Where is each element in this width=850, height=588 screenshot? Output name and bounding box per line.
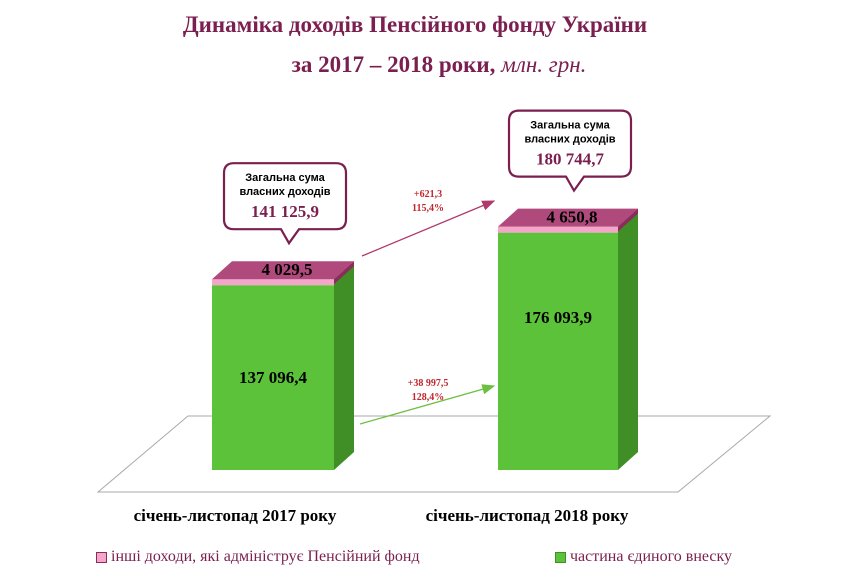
- bar-cap-side-2: [618, 208, 638, 232]
- category-label-2: січень-листопад 2018 року: [426, 506, 629, 525]
- total-caption-2-2: власних доходів: [524, 134, 615, 146]
- total-callout-2: [507, 109, 633, 193]
- total-caption-2-1: власних доходів: [239, 186, 330, 198]
- bar-other-2: [498, 226, 618, 233]
- growth-arrow-other: [361, 200, 496, 257]
- bar-esv-1: [212, 285, 334, 470]
- other-label-2: 4 650,8: [547, 208, 598, 227]
- legend-item-esv: частина єдиного внеску: [555, 548, 732, 566]
- total-value-2: 180 744,7: [536, 150, 605, 169]
- bar-cap-1: [212, 261, 354, 280]
- bar-cap-side-1: [334, 261, 354, 285]
- total-caption-1-2: Загальна сума: [530, 120, 610, 132]
- chart-floor: [96, 415, 772, 493]
- bar-esv-2: [498, 232, 618, 470]
- growth-esv-abs: +38 997,5: [408, 378, 449, 389]
- title-unit: млн. грн.: [501, 52, 587, 77]
- bar-side-1: [334, 261, 354, 470]
- growth-other-pct: 115,4%: [412, 203, 444, 214]
- total-callout-1: [222, 162, 348, 246]
- total-value-1: 141 125,9: [251, 202, 319, 221]
- chart-title-line2: за 2017 – 2018 роки, млн. грн.: [14, 52, 850, 78]
- bar-side-2: [618, 208, 638, 470]
- growth-other-abs: +621,3: [414, 189, 442, 200]
- category-label-1: січень-листопад 2017 року: [134, 506, 337, 525]
- chart-title-line1: Динаміка доходів Пенсійного фонду Україн…: [182, 12, 648, 37]
- legend-label-other-income: інші доходи, які адмініструє Пенсійний ф…: [111, 548, 420, 565]
- other-label-1: 4 029,5: [262, 260, 313, 279]
- legend-swatch-other-income: [96, 551, 107, 563]
- esv-label-1: 137 096,4: [239, 368, 308, 387]
- legend-label-esv: частина єдиного внеску: [570, 548, 733, 565]
- esv-label-2: 176 093,9: [524, 308, 592, 327]
- stacked-bar-chart: 4 029,5 137 096,4 Загальна сума власних дох…: [96, 109, 772, 525]
- bar-cap-2: [498, 208, 638, 227]
- title-period: за 2017 – 2018 роки,: [291, 52, 496, 77]
- legend-swatch-esv: [555, 551, 566, 563]
- growth-arrow-esv: [359, 384, 496, 425]
- growth-esv-pct: 128,4%: [412, 392, 445, 403]
- bar-other-1: [212, 279, 334, 286]
- legend-item-other-income: інші доходи, які адмініструє Пенсійний ф…: [96, 548, 420, 566]
- total-caption-1-1: Загальна сума: [245, 172, 325, 184]
